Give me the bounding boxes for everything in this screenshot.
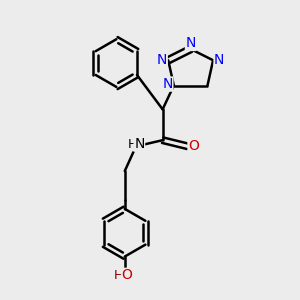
Text: N: N — [185, 36, 196, 50]
Text: N: N — [163, 77, 173, 91]
Text: O: O — [188, 140, 199, 153]
Text: H: H — [114, 269, 123, 282]
Text: N: N — [157, 53, 167, 67]
Text: O: O — [122, 268, 132, 282]
Text: N: N — [214, 53, 224, 67]
Text: H: H — [128, 138, 137, 151]
Text: N: N — [134, 137, 145, 151]
